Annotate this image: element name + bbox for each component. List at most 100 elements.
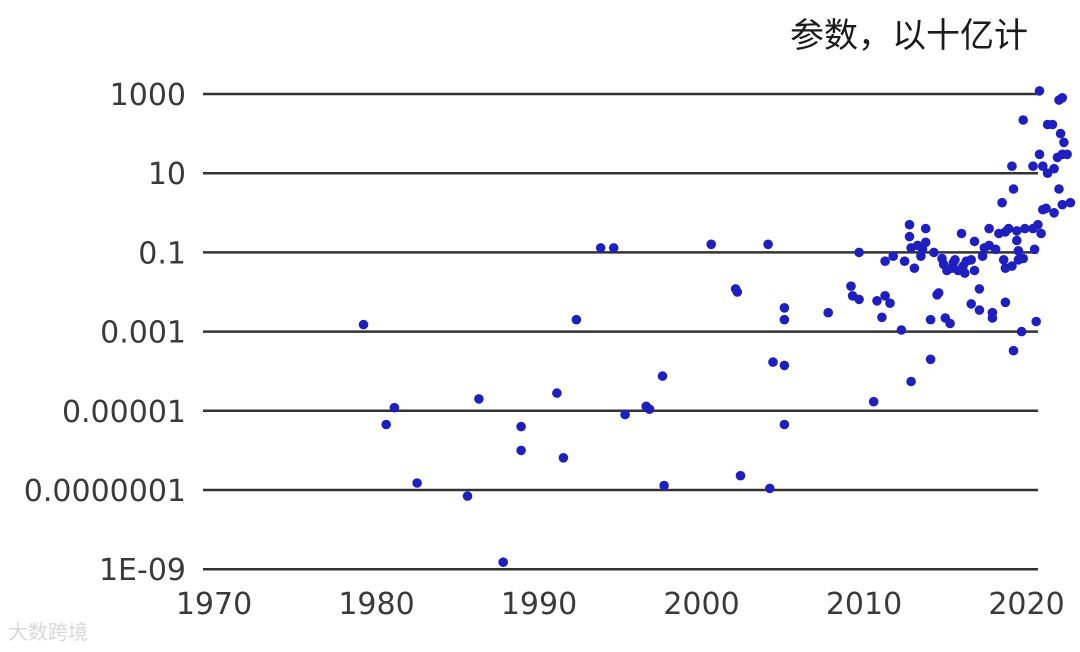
data-point bbox=[1007, 261, 1017, 271]
data-point bbox=[956, 228, 967, 239]
data-point bbox=[854, 294, 864, 305]
data-point bbox=[1034, 86, 1045, 96]
x-tick-label: 1990 bbox=[501, 587, 577, 622]
data-point bbox=[854, 247, 864, 258]
data-point bbox=[1036, 228, 1046, 239]
x-tick-label: 1980 bbox=[338, 587, 414, 622]
data-point bbox=[945, 318, 955, 329]
data-point bbox=[1062, 149, 1072, 160]
data-point bbox=[1018, 115, 1028, 125]
data-point bbox=[1000, 297, 1011, 308]
data-point bbox=[1057, 199, 1068, 210]
data-point bbox=[888, 251, 898, 261]
data-point bbox=[620, 409, 630, 420]
data-point bbox=[872, 296, 882, 306]
data-point bbox=[779, 360, 790, 371]
y-tick-label: 1000 bbox=[110, 78, 186, 113]
data-point bbox=[1041, 203, 1051, 214]
data-point bbox=[969, 265, 980, 276]
data-point bbox=[732, 287, 743, 297]
data-point bbox=[657, 371, 668, 381]
data-point bbox=[1013, 246, 1024, 256]
data-point bbox=[1054, 184, 1064, 194]
data-point bbox=[1008, 184, 1019, 194]
data-point bbox=[1033, 219, 1043, 230]
data-point bbox=[987, 313, 998, 323]
data-point bbox=[933, 288, 944, 298]
data-point bbox=[1028, 161, 1038, 171]
data-point bbox=[381, 419, 392, 430]
data-point bbox=[1018, 253, 1028, 264]
x-tick-label: 2020 bbox=[988, 587, 1064, 622]
data-point bbox=[929, 247, 939, 258]
data-point bbox=[974, 305, 985, 315]
data-point bbox=[516, 445, 526, 456]
data-point bbox=[880, 291, 890, 301]
y-tick-label: 0.001 bbox=[100, 316, 186, 351]
data-point bbox=[1065, 197, 1076, 208]
data-point bbox=[950, 254, 960, 265]
data-point bbox=[880, 256, 890, 267]
data-point bbox=[1049, 208, 1059, 218]
data-point bbox=[768, 357, 778, 367]
data-point bbox=[1003, 223, 1014, 234]
data-point bbox=[868, 396, 879, 407]
y-tick-label: 0.0000001 bbox=[24, 474, 186, 509]
data-point bbox=[997, 197, 1007, 208]
data-point bbox=[1020, 223, 1030, 234]
y-axis-ticks: 1000 10 0.1 0.001 0.00001 0.0000001 1E-09 bbox=[24, 78, 186, 588]
data-point bbox=[735, 470, 746, 481]
data-point bbox=[846, 281, 856, 292]
data-point bbox=[960, 268, 970, 278]
data-point bbox=[1008, 345, 1019, 356]
data-point bbox=[1047, 119, 1058, 130]
data-point bbox=[412, 478, 422, 488]
data-point bbox=[1029, 244, 1040, 255]
data-point bbox=[977, 251, 988, 261]
data-point bbox=[990, 244, 1001, 255]
data-point bbox=[974, 284, 985, 294]
data-point bbox=[779, 314, 790, 325]
data-point bbox=[966, 299, 976, 309]
data-point bbox=[1007, 161, 1017, 171]
y-tick-label: 1E-09 bbox=[99, 553, 186, 588]
data-point bbox=[765, 483, 775, 494]
data-point bbox=[552, 388, 562, 398]
data-point bbox=[885, 298, 895, 309]
y-tick-label: 10 bbox=[148, 157, 186, 192]
data-point bbox=[1059, 137, 1069, 148]
x-axis-ticks: 1970 1980 1990 2000 2010 2020 bbox=[176, 587, 1065, 622]
data-point bbox=[1055, 128, 1066, 139]
data-point bbox=[706, 239, 716, 250]
data-point bbox=[1057, 93, 1068, 103]
data-point bbox=[571, 314, 582, 325]
x-tick-label: 2000 bbox=[663, 587, 739, 622]
watermark-logo: 大数跨境 bbox=[8, 620, 88, 644]
data-point bbox=[358, 319, 369, 330]
data-point bbox=[389, 402, 400, 413]
data-point bbox=[763, 239, 773, 250]
data-point bbox=[1016, 326, 1027, 337]
data-point bbox=[904, 219, 915, 230]
data-points bbox=[358, 86, 1076, 567]
data-point bbox=[984, 223, 994, 234]
data-point bbox=[779, 419, 790, 430]
x-tick-label: 1970 bbox=[176, 587, 252, 622]
data-point bbox=[779, 303, 790, 313]
grid-layer bbox=[203, 92, 1038, 571]
data-point bbox=[1031, 316, 1041, 327]
data-point bbox=[1038, 161, 1048, 171]
data-point bbox=[516, 421, 526, 432]
data-point bbox=[969, 236, 980, 247]
data-point bbox=[899, 256, 910, 267]
data-point bbox=[595, 243, 606, 253]
data-point bbox=[896, 325, 907, 335]
data-point bbox=[659, 480, 669, 491]
data-point bbox=[558, 453, 569, 463]
chart-title: 参数，以十亿计 bbox=[790, 16, 1028, 56]
data-point bbox=[966, 254, 976, 265]
x-tick-label: 2010 bbox=[826, 587, 902, 622]
y-tick-label: 0.00001 bbox=[62, 395, 186, 430]
data-point bbox=[474, 394, 484, 404]
